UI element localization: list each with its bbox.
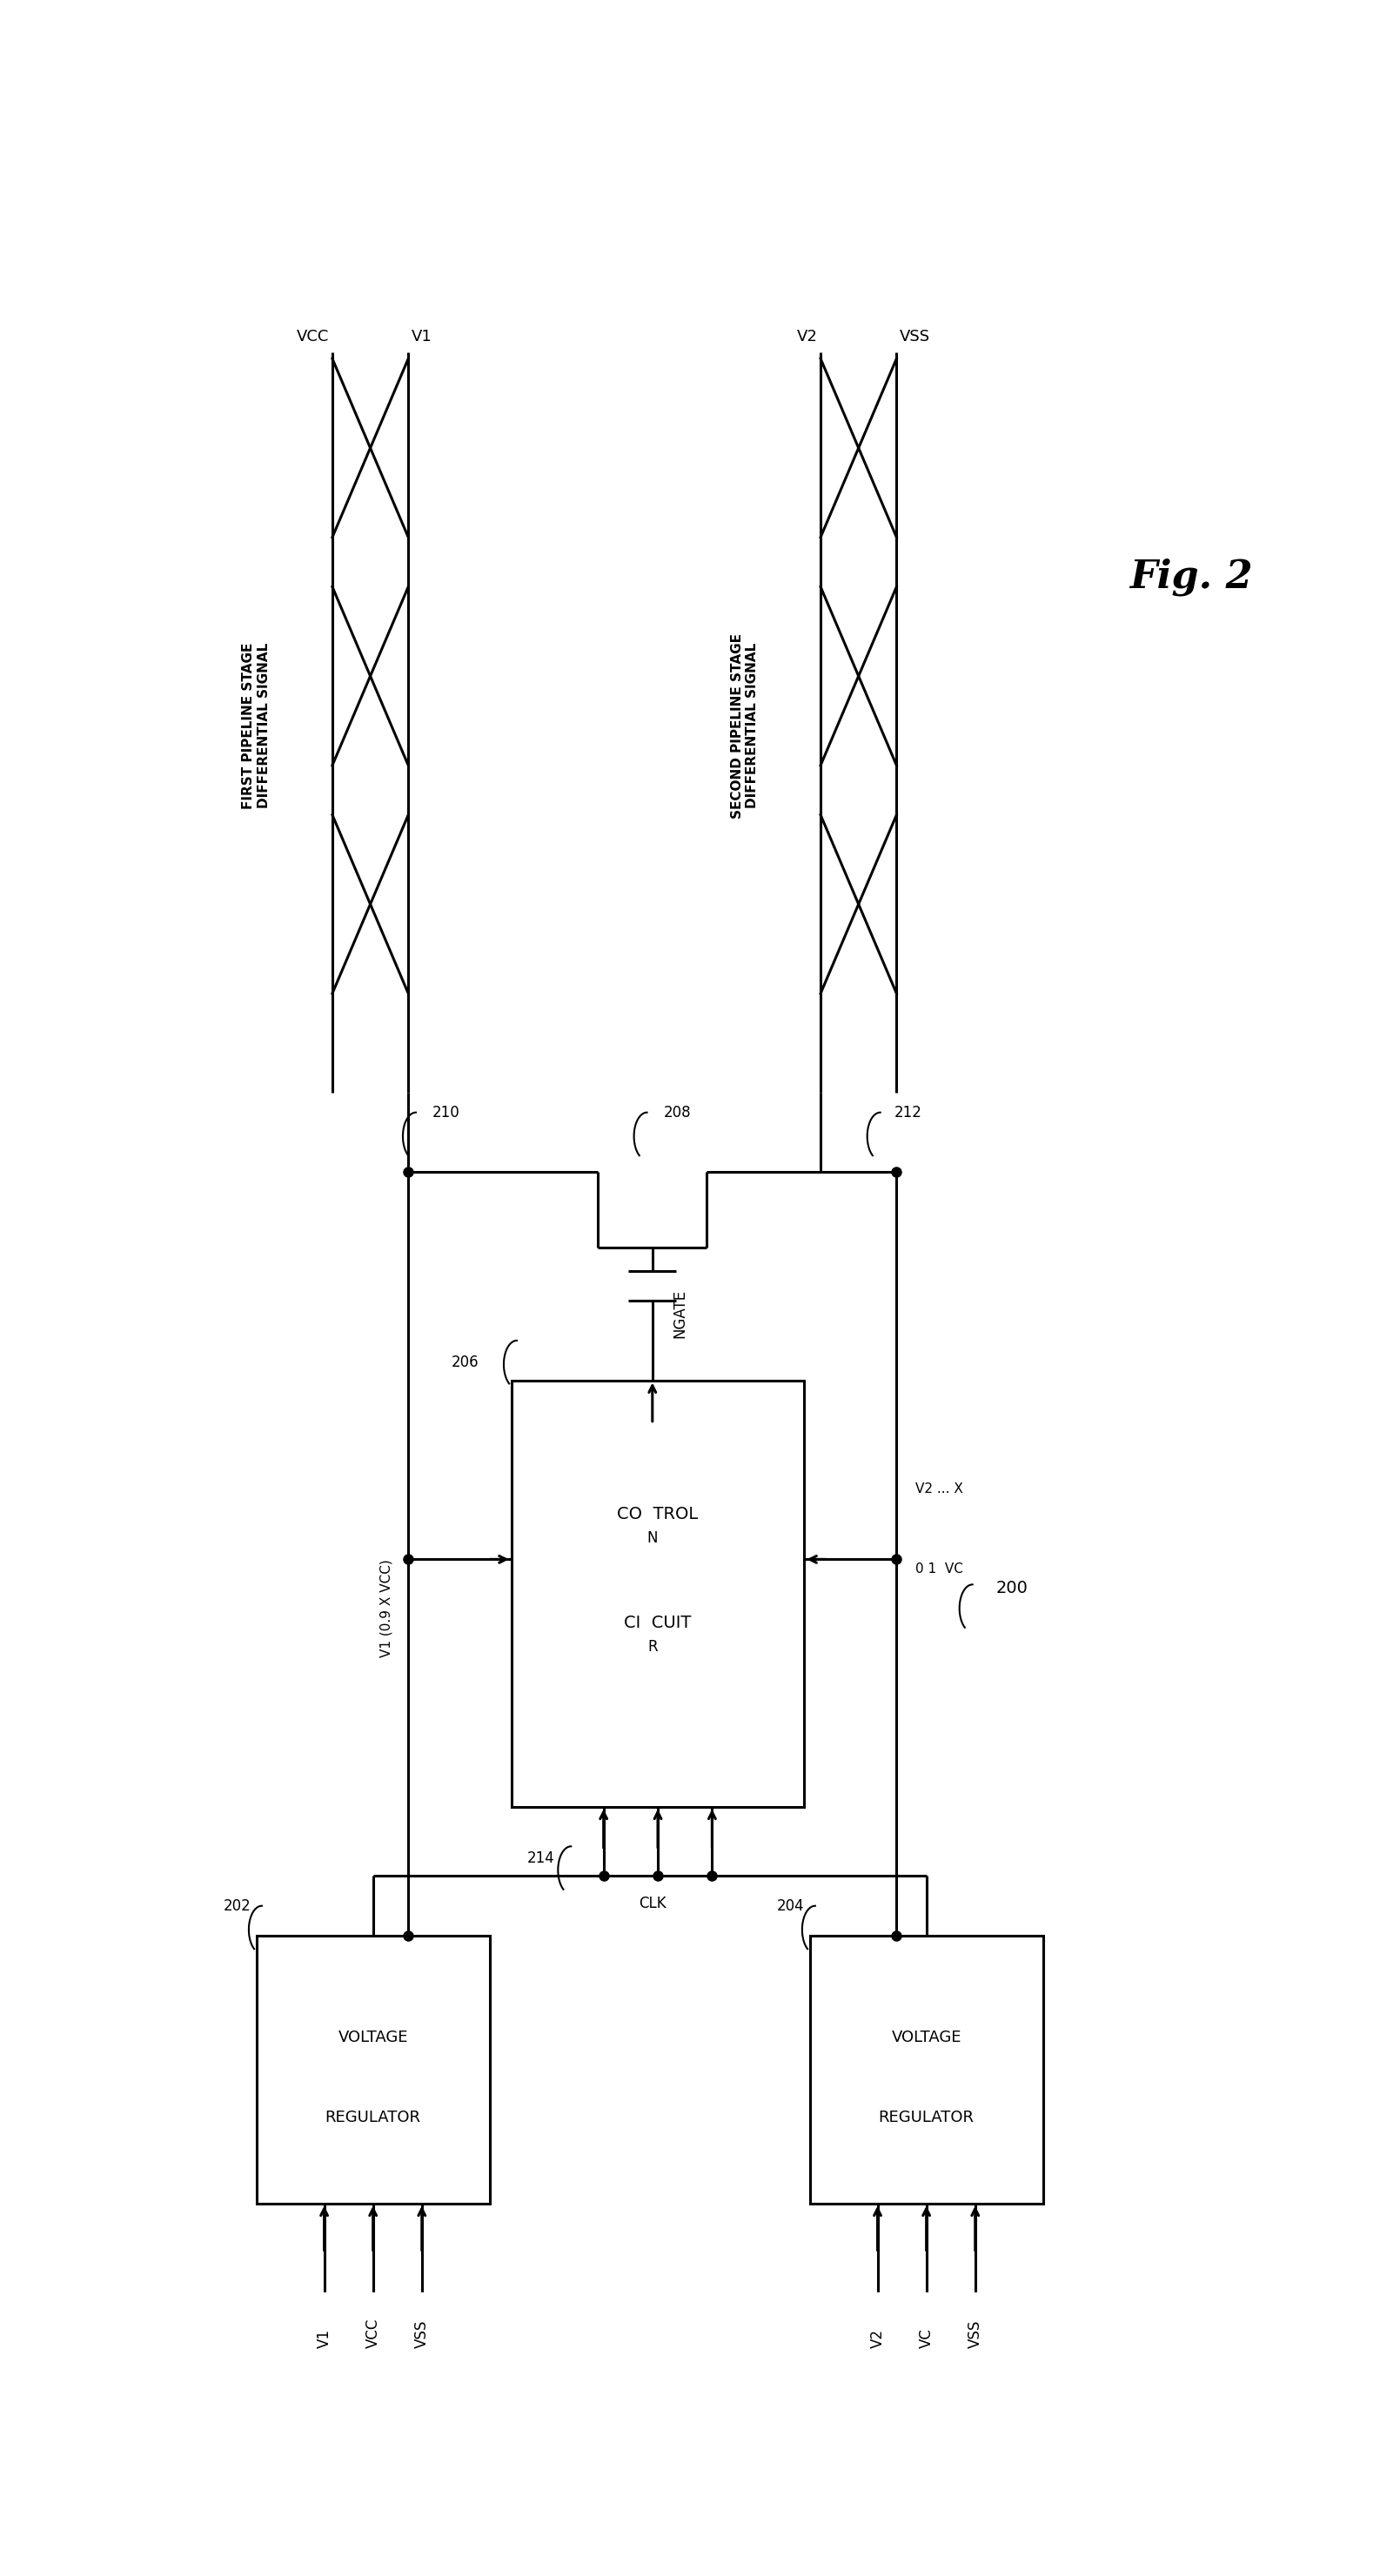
Text: VC: VC	[918, 2329, 934, 2349]
Text: Fig. 2: Fig. 2	[1130, 559, 1253, 595]
Text: 202: 202	[224, 1899, 251, 1914]
Text: CO  TROL: CO TROL	[617, 1507, 699, 1522]
Text: 200: 200	[997, 1579, 1029, 1597]
Text: VSS: VSS	[967, 2321, 983, 2349]
Text: V1: V1	[412, 330, 433, 345]
Text: 204: 204	[777, 1899, 804, 1914]
Text: VOLTAGE: VOLTAGE	[337, 2030, 407, 2045]
Text: 0 1  VC: 0 1 VC	[916, 1561, 963, 1574]
Text: VSS: VSS	[900, 330, 931, 345]
Text: NGATE: NGATE	[672, 1291, 687, 1337]
Bar	[809, 1935, 1043, 2202]
Text: CI  CUIT: CI CUIT	[624, 1615, 692, 1631]
Text: SECOND PIPELINE STAGE
DIFFERENTIAL SIGNAL: SECOND PIPELINE STAGE DIFFERENTIAL SIGNA…	[731, 634, 759, 819]
Bar	[256, 1935, 490, 2202]
Text: 210: 210	[433, 1105, 459, 1121]
Text: 212: 212	[895, 1105, 923, 1121]
Text: V1: V1	[316, 2329, 332, 2349]
Text: VOLTAGE: VOLTAGE	[892, 2030, 962, 2045]
Text: N: N	[647, 1530, 658, 1546]
Bar	[511, 1381, 805, 1806]
Text: 208: 208	[664, 1105, 690, 1121]
Text: V2: V2	[869, 2329, 885, 2349]
Text: CLK: CLK	[638, 1896, 666, 1911]
Text: VSS: VSS	[414, 2321, 430, 2349]
Text: REGULATOR: REGULATOR	[325, 2110, 421, 2125]
Text: VCC: VCC	[365, 2318, 381, 2349]
Text: V2: V2	[797, 330, 818, 345]
Text: V2 ... X: V2 ... X	[916, 1484, 963, 1497]
Text: 206: 206	[451, 1355, 479, 1370]
Text: 214: 214	[528, 1850, 554, 1865]
Text: R: R	[647, 1638, 658, 1654]
Text: VCC: VCC	[297, 330, 329, 345]
Text: V1 (0.9 X VCC): V1 (0.9 X VCC)	[379, 1558, 393, 1656]
Text: REGULATOR: REGULATOR	[879, 2110, 974, 2125]
Text: FIRST PIPELINE STAGE
DIFFERENTIAL SIGNAL: FIRST PIPELINE STAGE DIFFERENTIAL SIGNAL	[242, 641, 270, 809]
